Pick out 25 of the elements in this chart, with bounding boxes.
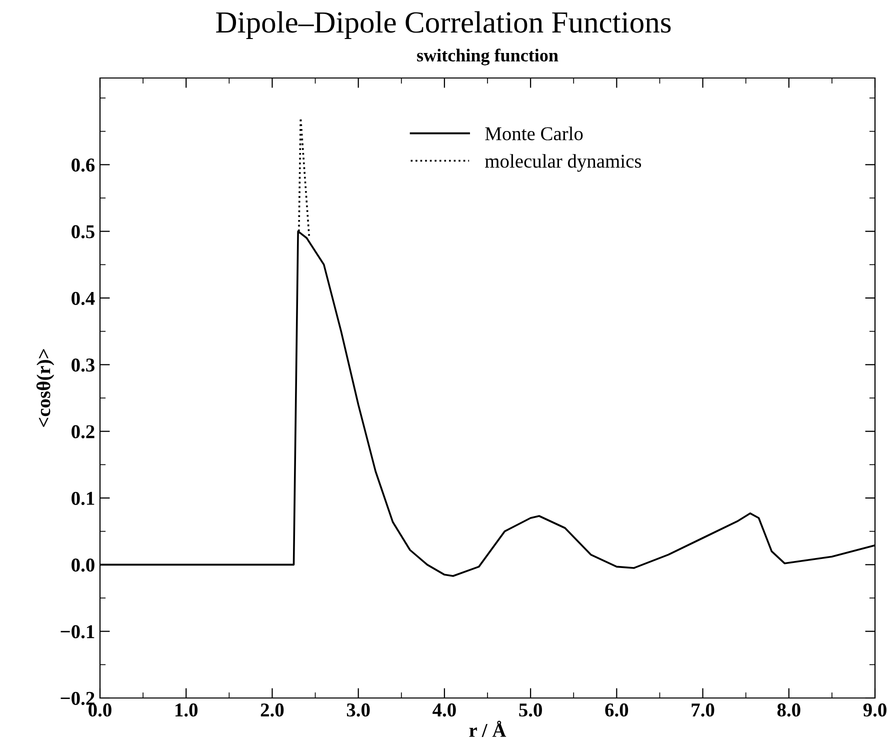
y-tick-label: 0.2 xyxy=(72,425,94,438)
x-tick-label: 5.0 xyxy=(519,703,542,717)
y-tick-label: −0.2 xyxy=(60,692,94,706)
legend-label: molecular dynamics xyxy=(485,154,642,172)
x-tick-label: 0.0 xyxy=(88,703,112,717)
y-tick-label: 0.3 xyxy=(72,358,94,372)
x-tick-label: 7.0 xyxy=(692,703,714,717)
x-tick-label: 9.0 xyxy=(863,703,886,717)
x-tick-label: 3.0 xyxy=(346,703,370,717)
x-tick-label: 4.0 xyxy=(432,703,456,717)
y-axis-title: <cosθ(r)> xyxy=(36,349,54,427)
y-tick-label: 0.4 xyxy=(72,292,95,306)
x-tick-label: 2.0 xyxy=(260,703,284,717)
x-tick-label: 8.0 xyxy=(777,703,800,717)
x-tick-label: 1.0 xyxy=(176,703,198,717)
x-tick-label: 6.0 xyxy=(605,703,628,717)
y-tick-label: 0.6 xyxy=(72,158,95,172)
legend-label: Monte Carlo xyxy=(485,126,583,140)
y-tick-label: 0.5 xyxy=(72,225,94,238)
y-tick-label: −0.1 xyxy=(60,625,94,638)
chart-title: Dipole–Dipole Correlation Functions xyxy=(216,11,671,39)
y-tick-label: 0.0 xyxy=(72,558,94,572)
chart-subtitle: switching function xyxy=(417,48,558,66)
y-tick-label: 0.1 xyxy=(72,492,94,506)
x-axis-title: r / Å xyxy=(469,720,506,737)
